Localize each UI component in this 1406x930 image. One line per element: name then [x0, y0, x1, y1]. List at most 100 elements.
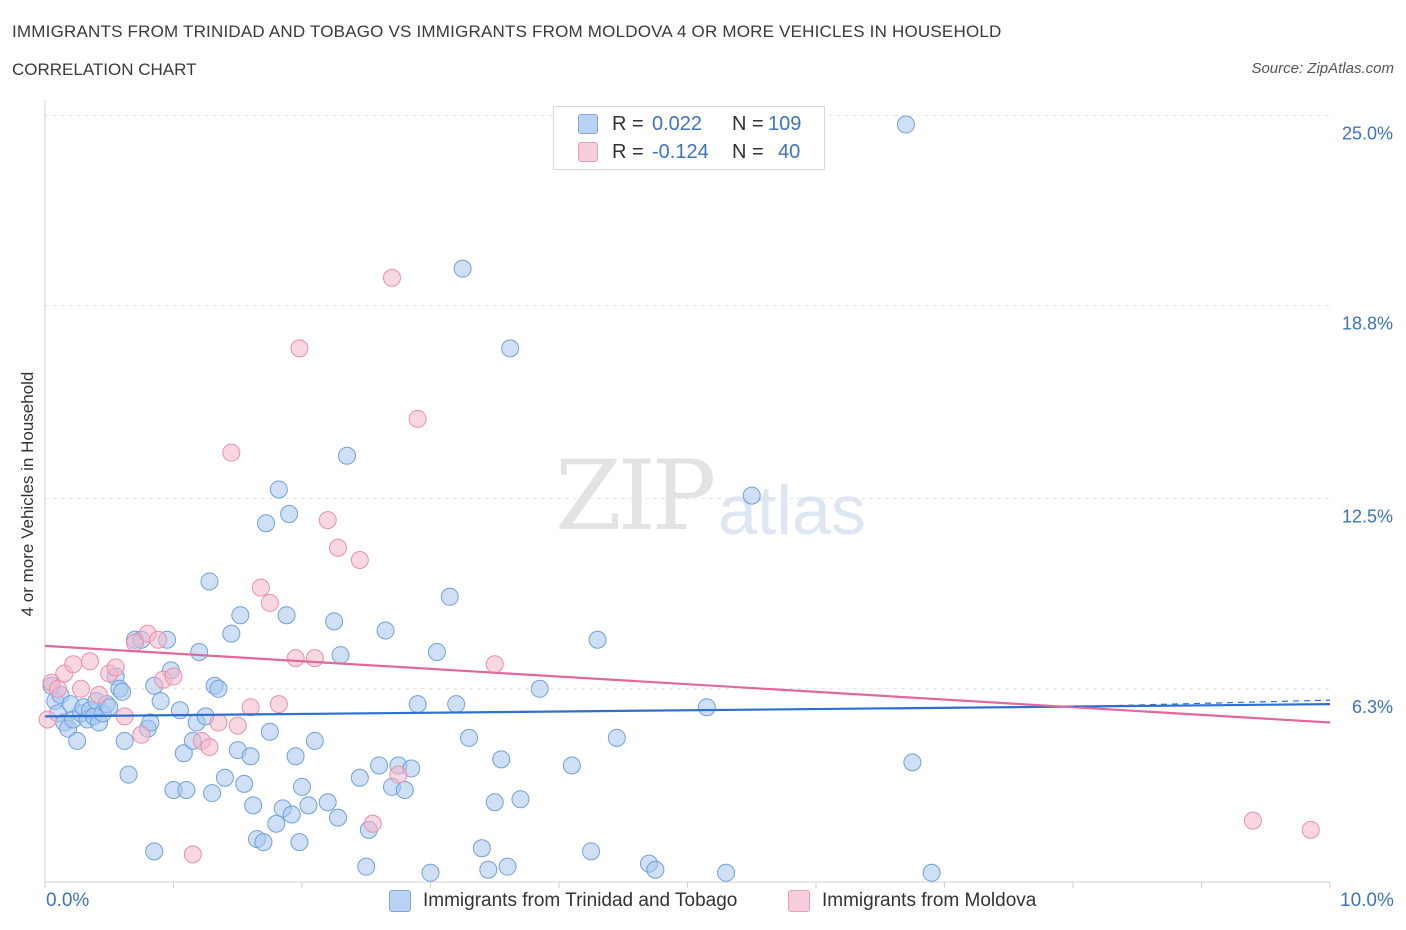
- source-label: Source: ZipAtlas.com: [1251, 60, 1394, 77]
- trinidad-point: [260, 722, 279, 741]
- trinidad-point: [376, 621, 395, 640]
- legend-n-label: N =: [732, 112, 764, 135]
- moldova-point: [318, 511, 337, 530]
- trinidad-point: [421, 863, 440, 882]
- moldova-point: [290, 339, 309, 358]
- trinidad-point: [337, 446, 356, 465]
- moldova-point: [350, 551, 369, 569]
- trinidad-point: [588, 630, 607, 649]
- trinidad-point: [257, 514, 276, 533]
- y-axis-label: 4 or more Vehicles in Household: [18, 371, 37, 617]
- moldova-point: [106, 658, 125, 677]
- legend-swatch-moldova: [578, 142, 598, 162]
- legend-r-label: R =: [612, 112, 644, 135]
- trinidad-point: [115, 731, 134, 750]
- trinidad-point: [646, 860, 665, 879]
- trinidad-point: [742, 486, 761, 505]
- trinidad-point: [177, 781, 196, 799]
- y-tick-label: 25.0%: [1342, 123, 1393, 143]
- trinidad-point: [492, 750, 511, 769]
- trinidad-point: [582, 842, 601, 861]
- trinidad-point: [299, 796, 318, 815]
- trinidad-point: [113, 682, 132, 701]
- moldova-point: [222, 443, 241, 462]
- trinidad-point: [408, 695, 427, 714]
- trinidad-point: [460, 728, 479, 747]
- trinidad-point: [231, 606, 250, 625]
- legend-r-label: R =: [612, 140, 644, 163]
- moldova-point: [241, 698, 260, 717]
- trinidad-point: [350, 768, 369, 787]
- trinidad-point: [472, 839, 491, 858]
- correlation-legend: R = 0.022 N = 109 R = -0.124 N = 40: [553, 106, 825, 170]
- trinidad-point: [68, 731, 87, 750]
- trinidad-point: [286, 747, 305, 766]
- moldova-point: [382, 268, 401, 287]
- chart-title: IMMIGRANTS FROM TRINIDAD AND TOBAGO VS I…: [12, 22, 1002, 41]
- trinidad-point: [562, 756, 581, 775]
- legend-item-moldova: Immigrants from Moldova: [788, 890, 1036, 912]
- trinidad-point: [903, 753, 922, 772]
- trinidad-point: [325, 612, 344, 631]
- trinidad-point: [222, 624, 241, 643]
- trinidad-point: [717, 863, 736, 882]
- moldova-point: [286, 649, 305, 668]
- moldova-point: [64, 655, 83, 674]
- trinidad-point: [318, 793, 337, 812]
- trinidad-point: [305, 731, 324, 750]
- y-tick-label: 12.5%: [1342, 507, 1393, 527]
- trinidad-point: [395, 781, 414, 799]
- trinidad-point: [200, 572, 219, 591]
- trinidad-point: [241, 747, 260, 766]
- trinidad-point: [331, 646, 350, 665]
- trinidad-point: [453, 259, 472, 278]
- moldova-point: [164, 667, 183, 686]
- moldova-point: [328, 538, 347, 557]
- trinidad-point: [267, 814, 286, 833]
- moldova-point: [228, 716, 247, 735]
- moldova-point: [269, 695, 288, 714]
- trinidad-point: [174, 744, 193, 763]
- trinidad-trend-extension: [1072, 699, 1331, 708]
- trinidad-point: [151, 692, 170, 711]
- trinidad-point: [290, 833, 309, 852]
- legend-n-value: 40: [778, 140, 801, 163]
- moldova-point: [260, 593, 279, 612]
- moldova-trendline: [44, 644, 1331, 724]
- trinidad-point: [498, 857, 517, 876]
- trinidad-point: [501, 339, 520, 358]
- trinidad-point: [370, 756, 389, 775]
- moldova-point: [485, 655, 504, 674]
- moldova-point: [80, 652, 99, 671]
- moldova-point: [132, 725, 151, 744]
- moldova-point: [48, 679, 67, 698]
- trinidad-point: [190, 643, 209, 661]
- y-tick-label: 18.8%: [1342, 313, 1393, 333]
- trinidad-point: [254, 833, 273, 852]
- moldova-point: [183, 845, 202, 864]
- y-tick-label: 6.3%: [1352, 697, 1393, 717]
- trinidad-point: [145, 842, 164, 861]
- trinidad-point: [922, 863, 941, 882]
- trinidad-point: [141, 713, 160, 732]
- trinidad-point: [293, 777, 311, 796]
- trinidad-point: [235, 774, 254, 793]
- moldova-point: [389, 765, 408, 784]
- moldova-point: [38, 710, 57, 729]
- moldova-point: [408, 409, 427, 428]
- trinidad-point: [440, 587, 459, 606]
- moldova-point: [71, 679, 90, 698]
- trinidad-point: [607, 728, 626, 747]
- trinidad-point: [896, 115, 915, 134]
- moldova-point: [89, 685, 108, 704]
- legend-r-value: 0.022: [652, 112, 703, 135]
- legend-swatch-moldova: [788, 890, 810, 912]
- trinidad-point: [209, 679, 228, 698]
- moldova-point: [251, 578, 270, 597]
- chart-subtitle: CORRELATION CHART: [12, 60, 197, 79]
- legend-label-moldova: Immigrants from Moldova: [822, 890, 1037, 911]
- moldova-point: [363, 814, 382, 833]
- trinidad-point: [357, 857, 376, 876]
- trinidad-point: [427, 643, 446, 661]
